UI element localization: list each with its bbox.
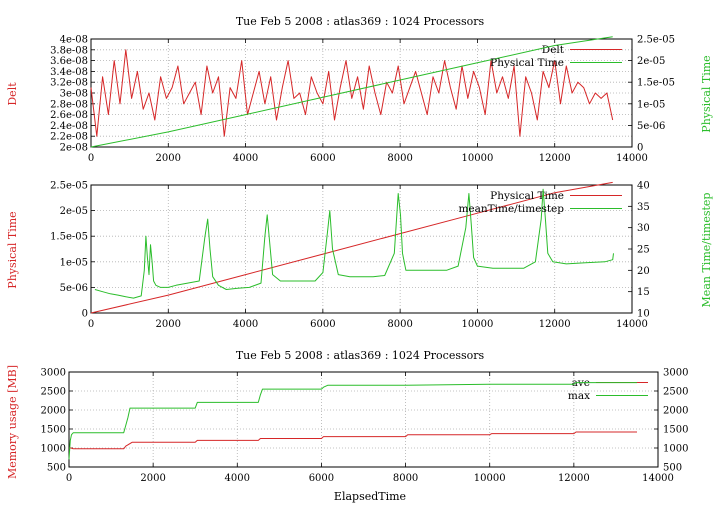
chart3-ytick-label-right: 2000 — [663, 406, 688, 417]
chart2-legend-label: Physical Time — [490, 190, 564, 202]
chart3-ytick-label-right: 2500 — [663, 387, 688, 398]
chart3-title: Tue Feb 5 2008 : atlas369 : 1024 Process… — [236, 349, 485, 362]
chart1-legend-label: Physical Time — [490, 57, 564, 69]
chart3-series-ave — [69, 431, 637, 450]
chart3-legend-label: max — [568, 390, 590, 402]
chart2-ytick-label-right: 20 — [637, 266, 650, 277]
chart2-xtick-label: 6000 — [310, 319, 335, 330]
chart3-ytick-label-left: 500 — [47, 463, 66, 474]
chart2-ytick-label-right: 15 — [637, 287, 650, 298]
chart2-ytick-label-right: 10 — [637, 309, 650, 320]
chart2-ytick-label-left: 1e-05 — [60, 257, 88, 268]
chart1-ytick-label-left: 4e-08 — [60, 35, 88, 46]
chart3-ytick-label-left: 1000 — [41, 444, 66, 455]
chart3-xtick-label: 14000 — [642, 473, 674, 484]
chart1-ytick-label-right: 1e-05 — [637, 99, 665, 110]
chart1-series-physical-time — [90, 36, 613, 148]
chart1-ytick-label-right: 0 — [637, 143, 643, 154]
chart1-ytick-label-left: 2.4e-08 — [50, 121, 88, 132]
chart2-ylabel-right: Mean Time/timestep — [700, 193, 713, 308]
chart1-ytick-label-left: 2e-08 — [60, 143, 88, 154]
chart3-xlabel: ElapsedTime — [334, 490, 406, 503]
chart2-xtick-label: 4000 — [233, 319, 258, 330]
chart2-ytick-label-left: 1.5e-05 — [50, 232, 88, 243]
chart2-xtick-label: 8000 — [387, 319, 412, 330]
chart2-xtick-label: 10000 — [462, 319, 494, 330]
chart3-ytick-label-left: 1500 — [41, 425, 66, 436]
chart1-xtick-label: 6000 — [310, 153, 335, 164]
chart1-xtick-label: 0 — [88, 153, 94, 164]
chart2-xtick-label: 12000 — [539, 319, 571, 330]
chart3-frame — [68, 371, 659, 468]
chart3-xtick-label: 10000 — [474, 473, 506, 484]
chart2-ytick-label-right: 30 — [637, 223, 650, 234]
chart2-series-meantime-timestep — [94, 188, 614, 299]
chart1-ytick-label-left: 3.6e-08 — [50, 56, 88, 67]
chart1-frame — [90, 38, 633, 148]
chart2-group: 0 2000 4000 6000 8000 10000 12000 14000 0 5e-06 1e… — [50, 181, 650, 331]
chart1-xtick-label: 14000 — [616, 153, 648, 164]
chart2-ytick-label-left: 0 — [82, 309, 88, 320]
chart2-xtick-label: 0 — [88, 319, 94, 330]
chart2-ytick-label-right: 25 — [637, 245, 650, 256]
chart1-ylabel-left: Delt — [6, 82, 19, 106]
chart1-ytick-label-left: 3.4e-08 — [50, 67, 88, 78]
chart1-ytick-label-left: 2.8e-08 — [50, 99, 88, 110]
chart3-ytick-label-right: 500 — [663, 463, 682, 474]
chart3-xtick-label: 2000 — [140, 473, 165, 484]
chart3-group: 0 2000 4000 6000 8000 10000 12000 1400050010001… — [41, 368, 689, 485]
chart1-xtick-label: 12000 — [539, 153, 571, 164]
chart3-ytick-label-left: 3000 — [41, 368, 66, 379]
chart1-ytick-label-left: 2.2e-08 — [50, 132, 88, 143]
chart1-ytick-label-left: 2.6e-08 — [50, 110, 88, 121]
chart1-group: 0 2000 4000 6000 8000 10000 12000 14000 2e-082.2… — [50, 35, 675, 165]
chart1-ytick-label-left: 3e-08 — [60, 89, 88, 100]
chart3-ytick-label-right: 1500 — [663, 425, 688, 436]
chart2-xtick-label: 14000 — [616, 319, 648, 330]
chart3-xtick-label: 0 — [66, 473, 72, 484]
chart1-ytick-label-left: 3.2e-08 — [50, 78, 88, 89]
chart3-series-max — [68, 382, 637, 460]
chart1-ytick-label-right: 1.5e-05 — [637, 78, 675, 89]
chart3-xtick-label: 12000 — [558, 473, 590, 484]
chart1-ylabel-right: Physical Time — [700, 55, 713, 132]
chart1-xtick-label: 2000 — [156, 153, 181, 164]
chart3-ytick-label-left: 2500 — [41, 387, 66, 398]
chart2-ytick-label-right: 35 — [637, 202, 650, 213]
chart1-ytick-label-right: 5e-06 — [637, 121, 665, 132]
chart1-series-delt — [90, 49, 614, 137]
chart3-ytick-label-right: 3000 — [663, 368, 688, 379]
chart1-title: Tue Feb 5 2008 : atlas369 : 1024 Process… — [236, 15, 485, 28]
chart3-xtick-label: 4000 — [225, 473, 250, 484]
chart2-ytick-label-left: 5e-06 — [60, 283, 88, 294]
chart3-xtick-label: 6000 — [309, 473, 334, 484]
chart1-xtick-label: 8000 — [387, 153, 412, 164]
chart3-ytick-label-left: 2000 — [41, 406, 66, 417]
chart3-ytick-label-right: 1000 — [663, 444, 688, 455]
chart1-xtick-label: 4000 — [233, 153, 258, 164]
chart1-xtick-label: 10000 — [462, 153, 494, 164]
chart3-ylabel-left: Memory usage [MB] — [6, 365, 19, 479]
chart2-ytick-label-left: 2e-05 — [60, 206, 88, 217]
chart2-ylabel-left: Physical Time — [6, 211, 19, 288]
chart2-legend-label: meanTime/timestep — [458, 203, 564, 215]
chart2-ytick-label-right: 40 — [637, 181, 650, 192]
chart2-ytick-label-left: 2.5e-05 — [50, 181, 88, 192]
chart1-ytick-label-right: 2.5e-05 — [637, 35, 675, 46]
chart1-ytick-label-left: 3.8e-08 — [50, 45, 88, 56]
chart3-xtick-label: 8000 — [393, 473, 418, 484]
chart2-frame — [90, 184, 633, 314]
chart1-ytick-label-right: 2e-05 — [637, 56, 665, 67]
chart2-series-physical-time — [90, 181, 613, 314]
chart2-xtick-label: 2000 — [156, 319, 181, 330]
